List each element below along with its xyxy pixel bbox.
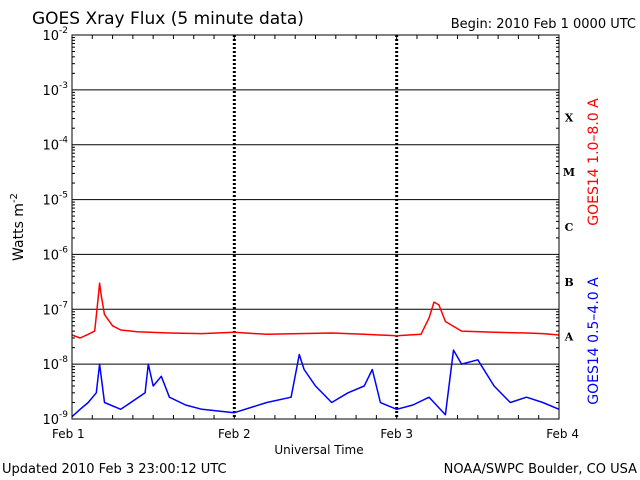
- x-tick-label: Feb 3: [380, 427, 413, 441]
- y-axis-label: Watts m-2: [9, 193, 27, 261]
- y-tick-label: 10-9: [42, 410, 68, 428]
- x-tick-label: Feb 1: [52, 427, 85, 441]
- y-tick-label: 10-5: [42, 191, 68, 209]
- x-tick-label: Feb 2: [218, 427, 251, 441]
- source-credit: NOAA/SWPC Boulder, CO USA: [444, 462, 637, 477]
- y-tick-label: 10-7: [42, 300, 68, 318]
- series-layer: [71, 282, 560, 418]
- grid-layer: [72, 35, 559, 419]
- series-line-long: [71, 282, 560, 339]
- flare-class-m: M: [563, 166, 575, 179]
- y-tick-label: 10-4: [42, 136, 68, 154]
- series-label-short: GOES14 0.5–4.0 A: [586, 277, 602, 405]
- flare-class-b: B: [564, 276, 573, 289]
- series-label-long: GOES14 1.0–8.0 A: [586, 98, 602, 226]
- flare-class-c: C: [565, 221, 574, 234]
- x-axis-label: Universal Time: [274, 443, 363, 457]
- x-tick-label: Feb 4: [546, 427, 579, 441]
- begin-time: Begin: 2010 Feb 1 0000 UTC: [451, 17, 636, 32]
- chart-title: GOES Xray Flux (5 minute data): [32, 9, 304, 29]
- y-tick-label: 10-2: [42, 26, 68, 44]
- plot-frame: [71, 34, 560, 420]
- series-line-short: [71, 349, 560, 418]
- flare-class-a: A: [564, 331, 574, 344]
- y-tick-label: 10-8: [42, 355, 68, 373]
- flare-class-x: X: [565, 111, 574, 124]
- y-tick-label: 10-3: [42, 81, 68, 99]
- y-tick-label: 10-6: [42, 245, 68, 263]
- updated-timestamp: Updated 2010 Feb 3 23:00:12 UTC: [2, 462, 227, 477]
